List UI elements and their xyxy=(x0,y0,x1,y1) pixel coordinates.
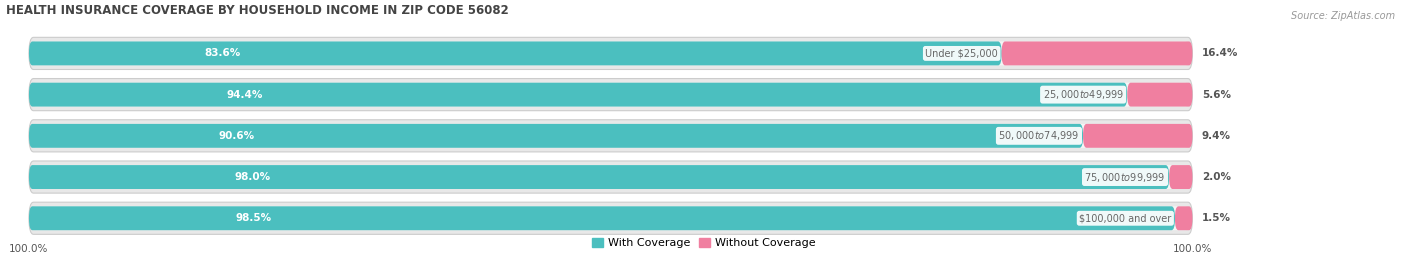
FancyBboxPatch shape xyxy=(32,165,1189,189)
FancyBboxPatch shape xyxy=(30,83,1128,107)
Text: 9.4%: 9.4% xyxy=(1202,131,1230,141)
Text: 2.0%: 2.0% xyxy=(1202,172,1230,182)
Text: $75,000 to $99,999: $75,000 to $99,999 xyxy=(1084,171,1166,183)
FancyBboxPatch shape xyxy=(32,124,1189,148)
Text: HEALTH INSURANCE COVERAGE BY HOUSEHOLD INCOME IN ZIP CODE 56082: HEALTH INSURANCE COVERAGE BY HOUSEHOLD I… xyxy=(6,4,509,17)
Text: 94.4%: 94.4% xyxy=(226,90,263,100)
FancyBboxPatch shape xyxy=(32,83,1189,107)
Text: Under $25,000: Under $25,000 xyxy=(925,48,998,58)
Text: 100.0%: 100.0% xyxy=(10,244,49,254)
Text: 5.6%: 5.6% xyxy=(1202,90,1230,100)
FancyBboxPatch shape xyxy=(1128,83,1192,107)
Text: 90.6%: 90.6% xyxy=(219,131,254,141)
Text: 16.4%: 16.4% xyxy=(1202,48,1239,58)
FancyBboxPatch shape xyxy=(30,79,1192,111)
FancyBboxPatch shape xyxy=(1170,165,1192,189)
FancyBboxPatch shape xyxy=(30,120,1192,152)
Text: 83.6%: 83.6% xyxy=(204,48,240,58)
FancyBboxPatch shape xyxy=(1083,124,1192,148)
Text: $100,000 and over: $100,000 and over xyxy=(1080,213,1171,223)
FancyBboxPatch shape xyxy=(30,37,1192,69)
Text: 1.5%: 1.5% xyxy=(1202,213,1230,223)
FancyBboxPatch shape xyxy=(30,124,1083,148)
Text: 100.0%: 100.0% xyxy=(1173,244,1212,254)
Text: Source: ZipAtlas.com: Source: ZipAtlas.com xyxy=(1291,11,1395,21)
Text: 98.0%: 98.0% xyxy=(235,172,270,182)
FancyBboxPatch shape xyxy=(30,41,1001,65)
FancyBboxPatch shape xyxy=(1175,206,1192,230)
Text: $25,000 to $49,999: $25,000 to $49,999 xyxy=(1043,88,1123,101)
FancyBboxPatch shape xyxy=(1001,41,1192,65)
FancyBboxPatch shape xyxy=(32,41,1189,65)
Legend: With Coverage, Without Coverage: With Coverage, Without Coverage xyxy=(588,233,820,253)
Text: 98.5%: 98.5% xyxy=(235,213,271,223)
FancyBboxPatch shape xyxy=(30,161,1192,193)
FancyBboxPatch shape xyxy=(30,206,1175,230)
Text: $50,000 to $74,999: $50,000 to $74,999 xyxy=(998,129,1080,142)
FancyBboxPatch shape xyxy=(32,206,1189,230)
FancyBboxPatch shape xyxy=(30,202,1192,234)
FancyBboxPatch shape xyxy=(30,165,1170,189)
